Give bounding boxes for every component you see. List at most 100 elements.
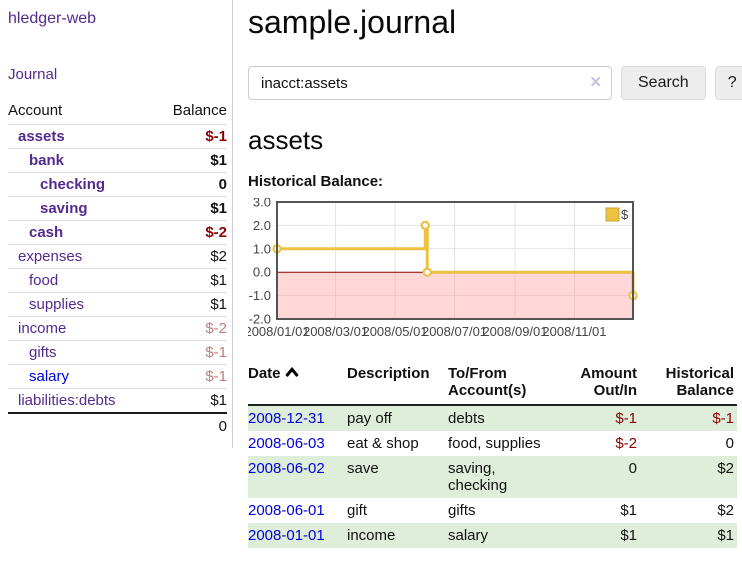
account-row: food $1 — [8, 268, 227, 293]
y-tick-label: -2.0 — [249, 312, 271, 327]
account-link-assets[interactable]: assets — [18, 128, 65, 145]
account-link-cash[interactable]: cash — [29, 224, 64, 241]
amount-column-header[interactable]: Amount Out/In — [580, 365, 637, 399]
account-balance: $2 — [210, 248, 227, 265]
clear-search-icon[interactable]: ✕ — [589, 74, 602, 91]
sort-ascending-icon — [284, 367, 299, 377]
description-column-header[interactable]: Description — [347, 365, 430, 382]
search-form: ✕ Search ? — [248, 66, 742, 100]
app-title-link[interactable]: hledger-web — [8, 10, 97, 27]
transaction-amount: $-2 — [615, 435, 637, 452]
account-balance: $1 — [210, 200, 227, 217]
transaction-date-link[interactable]: 2008-01-01 — [248, 527, 325, 544]
account-balance: $1 — [210, 296, 227, 313]
chart-title: Historical Balance: — [248, 173, 384, 190]
account-row: liabilities:debts $1 — [8, 388, 227, 414]
transaction-balance: $2 — [717, 502, 734, 519]
page-title: sample.journal — [248, 4, 457, 40]
account-link-salary[interactable]: salary — [29, 368, 70, 385]
balance-column-header: Balance — [172, 102, 227, 119]
account-row: checking 0 — [8, 172, 227, 197]
account-row: cash $-2 — [8, 220, 227, 245]
transaction-amount: 0 — [628, 460, 637, 477]
search-help-button[interactable]: ? — [714, 66, 742, 100]
tofrom-accounts-column-header[interactable]: To/From Account(s) — [448, 365, 527, 399]
transaction-accounts: debts — [448, 410, 485, 427]
legend-swatch — [605, 207, 620, 222]
account-column-header: Account — [8, 102, 63, 119]
historical-balance-chart: $3.0 2.0 1.0 0.0 -1.0 -2.02008/01/012008/03/0… — [244, 195, 638, 339]
transaction-amount: $1 — [620, 502, 637, 519]
account-balance: $-1 — [205, 128, 227, 145]
transaction-accounts: saving, checking — [448, 460, 508, 494]
negative-region — [277, 272, 633, 319]
account-link-checking[interactable]: checking — [40, 176, 106, 193]
transaction-date-link[interactable]: 2008-06-01 — [248, 502, 325, 519]
transaction-description: gift — [347, 502, 368, 519]
y-tick-label: 2.0 — [253, 218, 271, 233]
main-content: sample.journal ✕ Search ? assets Histori… — [244, 0, 742, 548]
account-row: supplies $1 — [8, 292, 227, 317]
search-button[interactable]: Search — [621, 66, 706, 100]
account-link-income[interactable]: income — [18, 320, 67, 337]
transaction-date-link[interactable]: 2008-06-02 — [248, 460, 325, 477]
historical-balance-column-header[interactable]: Historical Balance — [665, 365, 734, 399]
account-balance: $-2 — [205, 224, 227, 241]
x-tick-label: 2008/01/01 — [248, 324, 310, 339]
account-link-liabilities-debts[interactable]: liabilities:debts — [18, 392, 116, 409]
plot-border — [276, 201, 634, 320]
y-tick-label: 3.0 — [253, 198, 271, 210]
data-point-marker — [420, 220, 430, 231]
search-box: ✕ — [248, 66, 612, 100]
account-row: saving $1 — [8, 196, 227, 221]
account-balance: $-1 — [205, 344, 227, 361]
x-tick-label: 2008/05/01 — [362, 324, 427, 339]
transaction-description: eat & shop — [347, 435, 419, 452]
account-row: gifts $-1 — [8, 340, 227, 365]
transaction-description: income — [347, 527, 396, 544]
transaction-balance: 0 — [725, 435, 734, 452]
sidebar-item-journal[interactable]: Journal — [8, 66, 58, 83]
transaction-date-link[interactable]: 2008-06-03 — [248, 435, 325, 452]
account-link-saving[interactable]: saving — [40, 200, 88, 217]
date-column-header[interactable]: Date — [248, 363, 347, 405]
account-row: income $-2 — [8, 316, 227, 341]
transaction-row: 2008-12-31 pay off debts $-1 $-1 — [248, 405, 737, 431]
account-link-supplies[interactable]: supplies — [29, 296, 85, 313]
transaction-accounts: gifts — [448, 502, 476, 519]
y-tick-label: 0.0 — [253, 265, 271, 280]
account-link-food[interactable]: food — [29, 272, 59, 289]
transaction-description: save — [347, 460, 379, 477]
transaction-balance: $2 — [717, 460, 734, 477]
account-balance: $1 — [210, 152, 227, 169]
transaction-balance: $-1 — [712, 410, 734, 427]
legend-label: $ — [621, 207, 629, 222]
transaction-description: pay off — [347, 410, 392, 427]
account-link-expenses[interactable]: expenses — [18, 248, 83, 265]
transactions-header-row: Date Description To/From Account(s) Amoun… — [248, 363, 737, 405]
transaction-row: 2008-06-01 gift gifts $1 $2 — [248, 498, 737, 523]
account-row: salary $-1 — [8, 364, 227, 389]
search-input[interactable] — [248, 66, 612, 100]
transaction-balance: $1 — [717, 527, 734, 544]
data-point-marker — [422, 267, 432, 277]
account-link-bank[interactable]: bank — [29, 152, 65, 169]
transaction-date-link[interactable]: 2008-12-31 — [248, 410, 325, 427]
account-row: assets $-1 — [8, 124, 227, 149]
x-tick-label: 2008/07/01 — [422, 324, 487, 339]
sidebar: hledger-web Journal Account Balance asse… — [0, 0, 233, 448]
transaction-amount: $-1 — [615, 410, 637, 427]
x-tick-label: 2008/03/01 — [303, 324, 368, 339]
y-tick-label: -1.0 — [249, 288, 271, 303]
account-link-gifts[interactable]: gifts — [29, 344, 57, 361]
accounts-total-row: 0 — [8, 413, 227, 438]
account-row: expenses $2 — [8, 244, 227, 269]
y-tick-label: 1.0 — [253, 241, 271, 256]
account-balance: $1 — [210, 272, 227, 289]
transaction-amount: $1 — [620, 527, 637, 544]
x-tick-label: 2008/09/01 — [482, 324, 547, 339]
account-balance: 0 — [218, 176, 227, 193]
accounts-table: Account Balance assets $-1 bank $1 checking 0… — [8, 98, 227, 438]
transactions-table: Date Description To/From Account(s) Amoun… — [248, 363, 737, 548]
account-row: bank $1 — [8, 148, 227, 173]
